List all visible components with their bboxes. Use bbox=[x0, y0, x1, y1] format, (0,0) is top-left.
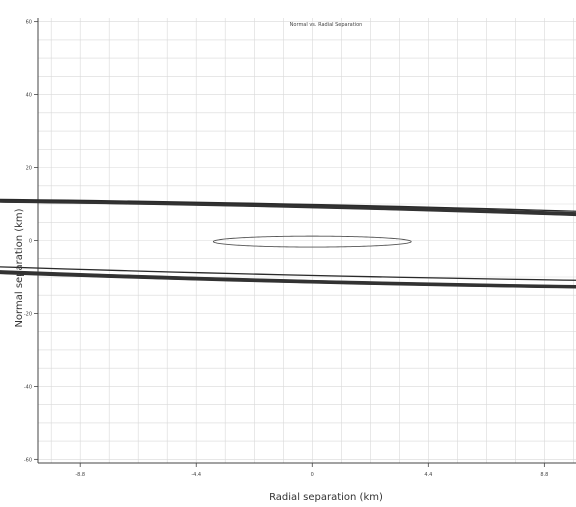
y-tick-label: -60 bbox=[24, 457, 32, 463]
y-tick-label: 40 bbox=[26, 93, 32, 99]
y-tick-label: -40 bbox=[24, 384, 32, 390]
orbit-series-2 bbox=[0, 198, 576, 281]
y-tick-label: -20 bbox=[24, 311, 32, 317]
x-axis-title: Radial separation (km) bbox=[269, 492, 383, 503]
series-layer bbox=[0, 198, 576, 289]
x-tick-label: 0 bbox=[311, 472, 314, 478]
orbit-series-3 bbox=[212, 235, 412, 248]
orbit-line bbox=[0, 198, 576, 281]
y-tick-label: 20 bbox=[26, 166, 32, 172]
x-tick-label: 4.4 bbox=[424, 472, 432, 478]
y-tick-label: 0 bbox=[29, 239, 32, 245]
x-tick-label: 8.8 bbox=[540, 472, 548, 478]
chart-title: Normal vs. Radial Separation bbox=[290, 22, 363, 28]
x-ticks: -8.8 -4.4 0 4.4 8.8 bbox=[75, 463, 548, 478]
grid bbox=[38, 18, 576, 463]
orbit-series-1 bbox=[0, 199, 576, 289]
orbit-line bbox=[212, 235, 412, 248]
y-ticks: -60 -40 -20 0 20 40 60 bbox=[24, 20, 38, 463]
x-tick-label: -8.8 bbox=[75, 472, 85, 478]
y-tick-label: 60 bbox=[26, 20, 32, 26]
y-axis-title: Normal separation (km) bbox=[14, 208, 25, 327]
orbit-line bbox=[0, 199, 576, 286]
x-tick-label: -4.4 bbox=[191, 472, 201, 478]
